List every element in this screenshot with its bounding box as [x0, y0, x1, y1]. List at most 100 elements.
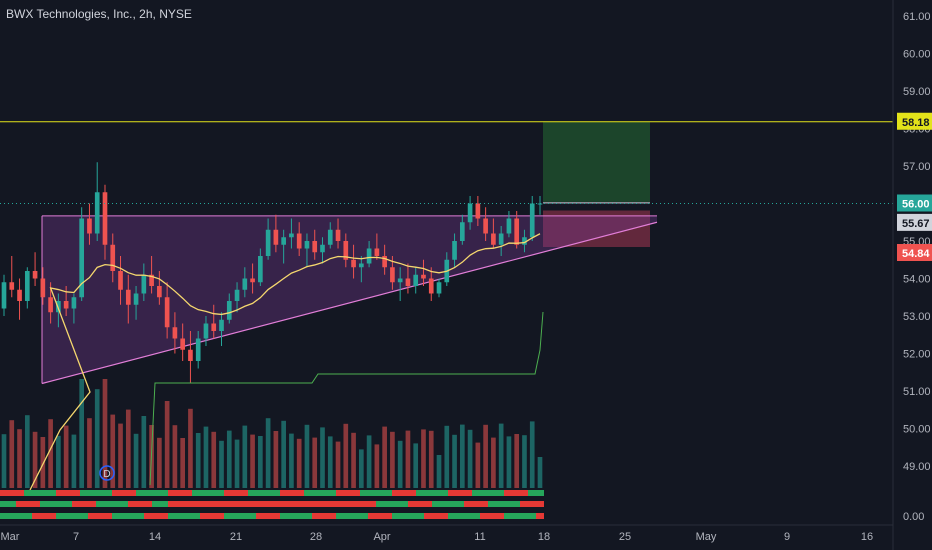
resistance-tag-bg: [897, 112, 932, 130]
strip-segment: [536, 501, 544, 507]
x-tick-label: Apr: [373, 531, 390, 543]
strip-segment: [144, 501, 152, 507]
candle-body: [71, 297, 77, 309]
volume-bar: [296, 438, 302, 488]
strip-segment: [40, 490, 48, 496]
strip-segment: [32, 501, 40, 507]
candle-body: [452, 241, 457, 260]
candle-body: [141, 274, 147, 294]
moving-average-line: [29, 233, 541, 491]
strip-segment: [56, 490, 64, 496]
strip-segment: [424, 490, 432, 496]
candle-body: [40, 278, 46, 298]
strip-segment: [488, 513, 496, 519]
strip-segment: [216, 490, 224, 496]
strip-segment: [40, 513, 48, 519]
candle-body: [48, 297, 53, 313]
strip-segment: [224, 490, 232, 496]
candle-body: [390, 267, 395, 283]
candle-body: [164, 297, 170, 328]
strip-segment: [72, 490, 80, 496]
volume-bar: [436, 455, 442, 488]
volume-bar: [335, 441, 341, 488]
strip-segment: [448, 501, 456, 507]
volume-bar: [180, 438, 185, 488]
strip-segment: [440, 513, 448, 519]
strip-segment: [48, 513, 56, 519]
candle-body: [188, 349, 193, 361]
candle-body: [421, 274, 426, 279]
strip-segment: [144, 513, 152, 519]
strip-segment: [432, 501, 440, 507]
strip-segment: [24, 501, 32, 507]
strip-segment: [480, 490, 488, 496]
strip-segment: [256, 501, 264, 507]
y-axis: 61.0060.0059.0058.0057.0056.0055.0054.00…: [892, 0, 931, 550]
strip-segment: [520, 501, 528, 507]
strip-segment: [520, 490, 528, 496]
strip-segment: [200, 490, 208, 496]
strip-segment: [464, 490, 472, 496]
strip-segment: [240, 513, 248, 519]
strip-segment: [408, 501, 416, 507]
y-tick-label: 49.00: [903, 461, 931, 473]
volume-bar: [102, 379, 108, 488]
indicator-lines: D: [0, 121, 893, 491]
volume-axis-label: 0.00: [903, 511, 924, 523]
strip-segment: [136, 501, 144, 507]
strip-segment: [104, 513, 112, 519]
volume-bar: [17, 429, 22, 488]
strip-segment: [160, 513, 168, 519]
volume-bar: [529, 421, 535, 488]
strip-segment: [536, 490, 544, 496]
strip-segment: [176, 490, 184, 496]
strip-segment: [440, 490, 448, 496]
volume-bar: [452, 434, 457, 488]
volume-bar: [87, 418, 92, 488]
strip-segment: [392, 490, 400, 496]
candle-body: [118, 271, 123, 290]
strip-segment: [152, 490, 160, 496]
strip-segment: [192, 490, 200, 496]
strip-segment: [280, 501, 288, 507]
strip-segment: [256, 513, 264, 519]
strip-segment: [56, 501, 64, 507]
strip-segment: [128, 501, 136, 507]
strip-segment: [328, 490, 336, 496]
volume-bar: [211, 431, 217, 488]
strip-segment: [280, 513, 288, 519]
volume-bar: [273, 431, 279, 488]
strip-segment: [200, 513, 208, 519]
volume-bar: [522, 435, 527, 488]
strip-segment: [456, 490, 464, 496]
triangle-fill: [42, 215, 657, 384]
strip-segment: [512, 490, 520, 496]
y-tick-label: 53.00: [903, 311, 931, 323]
volume-bar: [343, 423, 349, 488]
volume-bar: [172, 425, 178, 488]
candle-body: [102, 192, 108, 245]
strip-segment: [400, 501, 408, 507]
volume-bar: [320, 427, 325, 488]
candle-body: [87, 218, 92, 234]
strip-segment: [144, 490, 152, 496]
strip-segment: [104, 501, 112, 507]
strip-segment: [232, 501, 240, 507]
candle-body: [172, 327, 178, 339]
candle-body: [9, 282, 15, 290]
strip-segment: [168, 513, 176, 519]
strip-segment: [264, 501, 272, 507]
candle-body: [226, 301, 232, 320]
x-tick-label: 11: [474, 531, 485, 543]
strip-segment: [288, 490, 296, 496]
strip-segment: [16, 490, 24, 496]
strip-segment: [88, 513, 96, 519]
strip-segment: [408, 513, 416, 519]
volume-bar: [265, 418, 271, 488]
volume-bar: [125, 409, 131, 488]
candle-body: [351, 259, 356, 268]
candle-body: [258, 256, 263, 283]
strip-segment: [520, 513, 528, 519]
strip-segment: [504, 501, 512, 507]
